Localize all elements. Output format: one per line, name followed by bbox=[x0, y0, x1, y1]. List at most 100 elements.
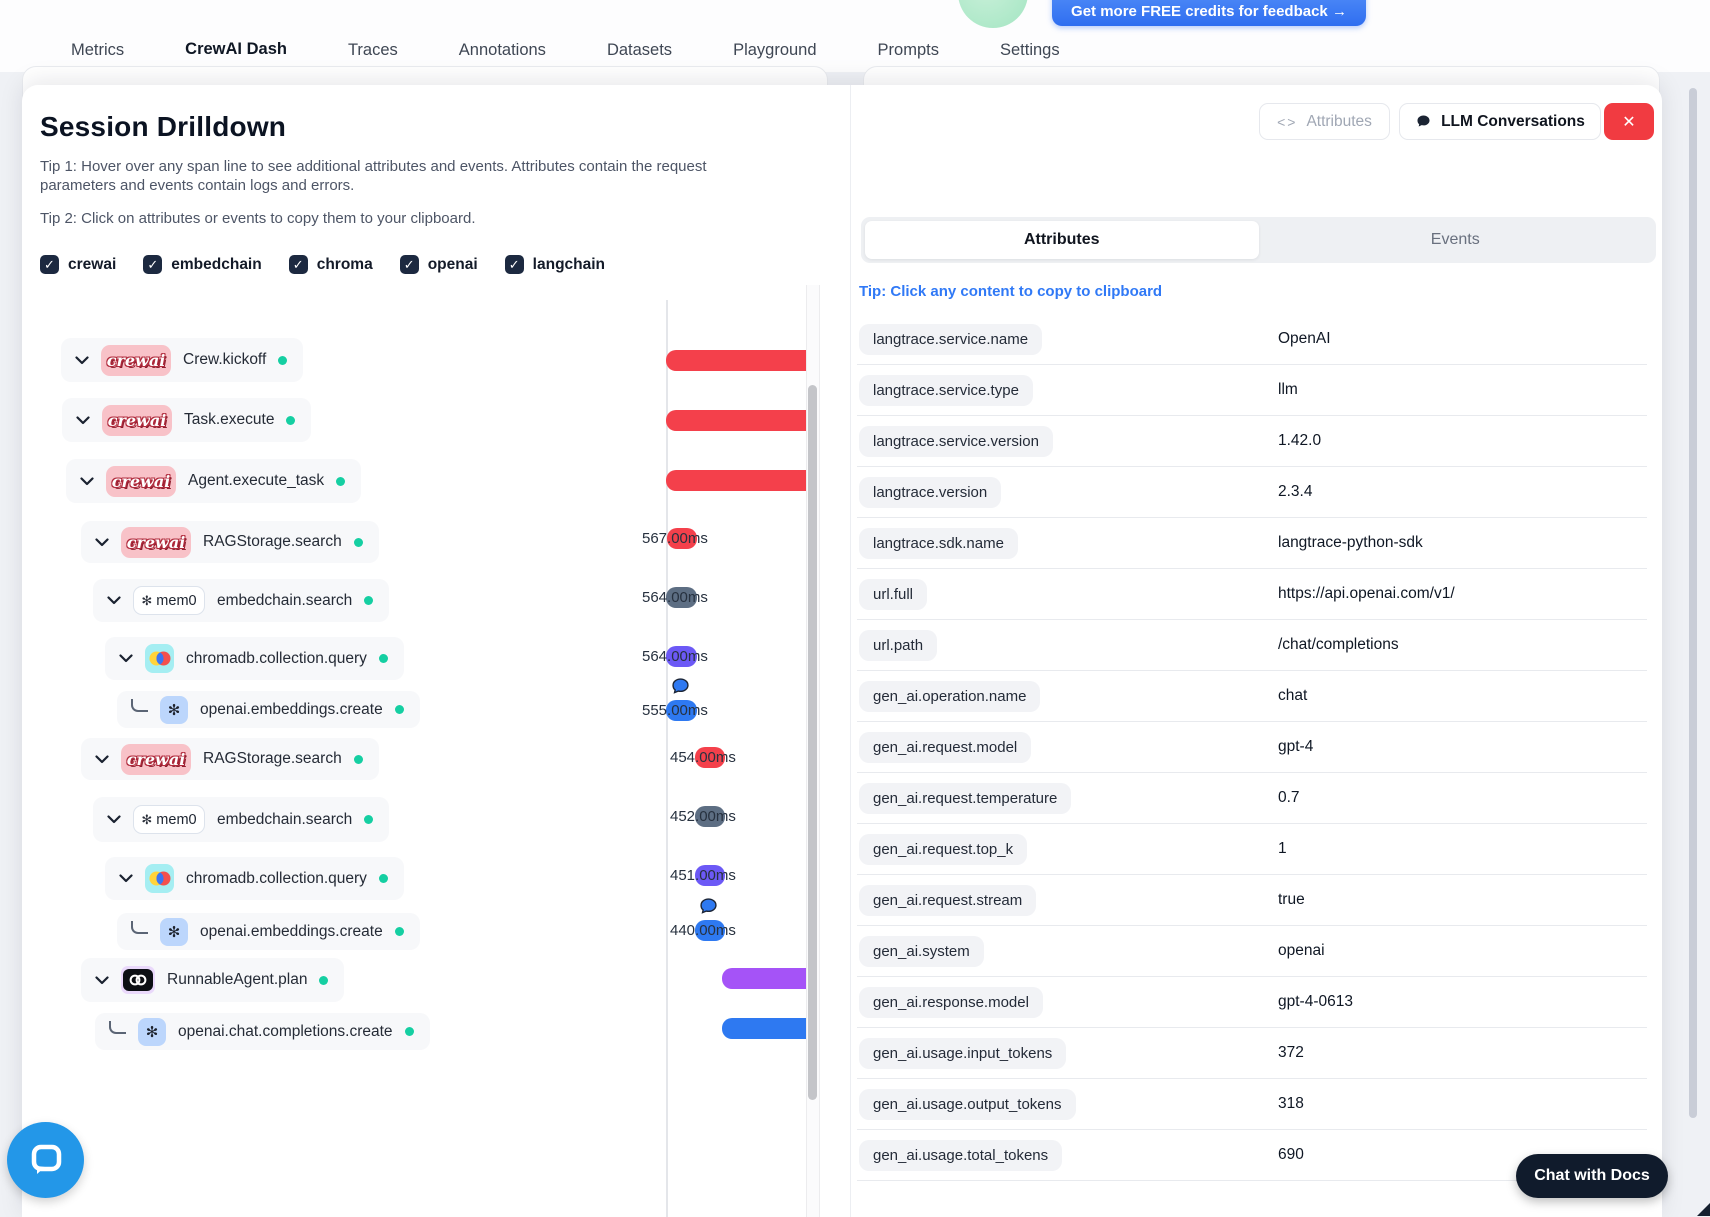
chat-with-docs-button[interactable]: Chat with Docs bbox=[1516, 1154, 1668, 1198]
attribute-key[interactable]: langtrace.sdk.name bbox=[859, 527, 1018, 559]
attribute-value[interactable]: 318 bbox=[1278, 1095, 1304, 1112]
span-bar-ragstorage-search[interactable] bbox=[667, 528, 697, 549]
chevron-down-icon[interactable] bbox=[80, 476, 94, 486]
nav-tab-settings[interactable]: Settings bbox=[999, 41, 1060, 59]
attribute-key[interactable]: url.full bbox=[859, 578, 928, 610]
tree-scrollbar-thumb[interactable] bbox=[808, 385, 817, 1100]
attribute-row-gen-ai-usage-output-tokens[interactable]: gen_ai.usage.output_tokens 318 bbox=[857, 1079, 1647, 1130]
filter-chroma[interactable]: ✓ chroma bbox=[288, 255, 373, 274]
span-bar-openai-embeddings-create[interactable] bbox=[666, 700, 697, 721]
chevron-down-icon[interactable] bbox=[119, 874, 133, 883]
span-row-openai-chat-completions-create[interactable]: ✻ openai.chat.completions.create bbox=[95, 1013, 430, 1050]
attribute-key[interactable]: gen_ai.operation.name bbox=[859, 680, 1041, 712]
chevron-down-icon[interactable] bbox=[75, 355, 89, 365]
span-row-ragstorage-search[interactable]: crewai RAGStorage.search bbox=[81, 521, 379, 563]
page-scrollbar-thumb[interactable] bbox=[1689, 88, 1697, 1118]
span-row-openai-embeddings-create[interactable]: ✻ openai.embeddings.create bbox=[117, 913, 420, 950]
chevron-down-icon[interactable] bbox=[107, 596, 121, 605]
checkbox-checked-icon[interactable]: ✓ bbox=[504, 255, 524, 274]
tab-events[interactable]: Events bbox=[1430, 231, 1480, 248]
chevron-down-icon[interactable] bbox=[119, 654, 133, 663]
attribute-key[interactable]: gen_ai.usage.total_tokens bbox=[859, 1139, 1063, 1171]
attributes-ghost-button[interactable]: <> Attributes bbox=[1259, 103, 1390, 140]
attribute-row-langtrace-service-type[interactable]: langtrace.service.type llm bbox=[857, 365, 1647, 416]
checkbox-checked-icon[interactable]: ✓ bbox=[40, 255, 59, 274]
attribute-row-langtrace-service-version[interactable]: langtrace.service.version 1.42.0 bbox=[857, 416, 1647, 467]
attribute-key[interactable]: gen_ai.usage.input_tokens bbox=[859, 1037, 1067, 1069]
attribute-row-gen-ai-system[interactable]: gen_ai.system openai bbox=[857, 926, 1647, 977]
attribute-value[interactable]: llm bbox=[1278, 381, 1298, 398]
nav-tab-annotations[interactable]: Annotations bbox=[458, 41, 546, 59]
attribute-key[interactable]: gen_ai.request.top_k bbox=[859, 833, 1028, 865]
attribute-key[interactable]: langtrace.service.name bbox=[859, 323, 1043, 355]
span-row-task-execute[interactable]: crewai Task.execute bbox=[62, 398, 312, 442]
span-bar-chromadb-collection-query[interactable] bbox=[666, 646, 697, 667]
free-credits-button[interactable]: Get more FREE credits for feedback → bbox=[1052, 0, 1366, 26]
attribute-row-langtrace-service-name[interactable]: langtrace.service.name OpenAI bbox=[857, 314, 1647, 365]
attribute-value[interactable]: chat bbox=[1278, 687, 1308, 704]
attribute-row-gen-ai-usage-input-tokens[interactable]: gen_ai.usage.input_tokens 372 bbox=[857, 1028, 1647, 1079]
attribute-value[interactable]: gpt-4-0613 bbox=[1278, 993, 1353, 1010]
span-row-crew-kickoff[interactable]: crewai Crew.kickoff bbox=[61, 338, 304, 382]
attribute-value[interactable]: true bbox=[1278, 891, 1305, 908]
span-row-embedchain-search[interactable]: ✻ mem0 embedchain.search bbox=[93, 579, 390, 622]
attribute-value[interactable]: 690 bbox=[1278, 1146, 1304, 1163]
filter-crewai[interactable]: ✓ crewai bbox=[40, 255, 116, 274]
nav-tab-metrics[interactable]: Metrics bbox=[71, 41, 125, 59]
attribute-key[interactable]: url.path bbox=[859, 629, 938, 661]
span-row-openai-embeddings-create[interactable]: ✻ openai.embeddings.create bbox=[117, 691, 420, 728]
avatar[interactable] bbox=[958, 0, 1028, 28]
attribute-value[interactable]: langtrace-python-sdk bbox=[1278, 534, 1423, 551]
nav-tab-playground[interactable]: Playground bbox=[733, 41, 817, 59]
attribute-value[interactable]: https://api.openai.com/v1/ bbox=[1278, 585, 1455, 602]
llm-conversations-button[interactable]: LLM Conversations bbox=[1399, 103, 1601, 140]
chevron-down-icon[interactable] bbox=[95, 975, 109, 985]
checkbox-checked-icon[interactable]: ✓ bbox=[288, 255, 308, 274]
attribute-row-langtrace-sdk-name[interactable]: langtrace.sdk.name langtrace-python-sdk bbox=[857, 518, 1647, 569]
span-bar-embedchain-search[interactable] bbox=[695, 806, 725, 827]
span-bar-crew-kickoff[interactable] bbox=[666, 350, 807, 371]
attribute-value[interactable]: 2.3.4 bbox=[1278, 483, 1313, 500]
attribute-row-url-path[interactable]: url.path/chat/completions bbox=[857, 620, 1647, 671]
attribute-value[interactable]: openai bbox=[1278, 942, 1325, 959]
span-bar-chromadb-collection-query[interactable] bbox=[695, 865, 725, 886]
attribute-key[interactable]: gen_ai.request.model bbox=[859, 731, 1032, 763]
span-row-ragstorage-search[interactable]: crewai RAGStorage.search bbox=[81, 738, 379, 780]
attribute-key[interactable]: langtrace.version bbox=[859, 476, 1002, 508]
span-row-agent-execute-task[interactable]: crewai Agent.execute_task bbox=[66, 459, 362, 503]
attribute-row-langtrace-version[interactable]: langtrace.version 2.3.4 bbox=[857, 467, 1647, 518]
attribute-value[interactable]: 372 bbox=[1278, 1044, 1304, 1061]
attribute-row-gen-ai-operation-name[interactable]: gen_ai.operation.name chat bbox=[857, 671, 1647, 722]
filter-embedchain[interactable]: ✓ embedchain bbox=[143, 255, 262, 274]
span-row-chromadb-collection-query[interactable]: chromadb.collection.query bbox=[105, 637, 404, 680]
span-bar-openai-chat-completions-create[interactable] bbox=[722, 1018, 807, 1039]
attribute-key[interactable]: gen_ai.response.model bbox=[859, 986, 1043, 1018]
close-button[interactable]: ✕ bbox=[1604, 103, 1654, 140]
copy-tip-link[interactable]: Tip: Click any content to copy to clipbo… bbox=[859, 283, 1163, 300]
attribute-row-gen-ai-request-stream[interactable]: gen_ai.request.stream true bbox=[857, 875, 1647, 926]
attribute-key[interactable]: gen_ai.system bbox=[859, 935, 984, 967]
attribute-row-gen-ai-request-temperature[interactable]: gen_ai.request.temperature 0.7 bbox=[857, 773, 1647, 824]
checkbox-checked-icon[interactable]: ✓ bbox=[143, 255, 163, 274]
span-bar-embedchain-search[interactable] bbox=[666, 587, 697, 608]
attribute-key[interactable]: langtrace.service.version bbox=[859, 425, 1053, 457]
attribute-value[interactable]: OpenAI bbox=[1278, 330, 1331, 347]
attribute-key[interactable]: gen_ai.request.stream bbox=[859, 884, 1037, 916]
filter-langchain[interactable]: ✓ langchain bbox=[504, 255, 605, 274]
chevron-down-icon[interactable] bbox=[95, 754, 109, 764]
checkbox-checked-icon[interactable]: ✓ bbox=[399, 255, 419, 274]
nav-tab-prompts[interactable]: Prompts bbox=[877, 41, 939, 59]
span-row-runnableagent-plan[interactable]: RunnableAgent.plan bbox=[81, 958, 345, 1002]
chat-widget-button[interactable] bbox=[7, 1122, 84, 1198]
attribute-value[interactable]: /chat/completions bbox=[1278, 636, 1399, 653]
attribute-row-gen-ai-request-top-k[interactable]: gen_ai.request.top_k 1 bbox=[857, 824, 1647, 875]
span-bar-runnableagent-plan[interactable] bbox=[722, 968, 807, 989]
span-row-chromadb-collection-query[interactable]: chromadb.collection.query bbox=[105, 857, 404, 900]
attribute-row-gen-ai-usage-total-tokens[interactable]: gen_ai.usage.total_tokens 690 bbox=[857, 1130, 1647, 1181]
chevron-down-icon[interactable] bbox=[76, 415, 90, 425]
span-bar-openai-embeddings-create[interactable] bbox=[695, 920, 725, 941]
attribute-value[interactable]: 1.42.0 bbox=[1278, 432, 1322, 449]
attribute-value[interactable]: gpt-4 bbox=[1278, 738, 1314, 755]
span-bar-ragstorage-search[interactable] bbox=[695, 747, 725, 768]
chevron-down-icon[interactable] bbox=[95, 537, 109, 547]
